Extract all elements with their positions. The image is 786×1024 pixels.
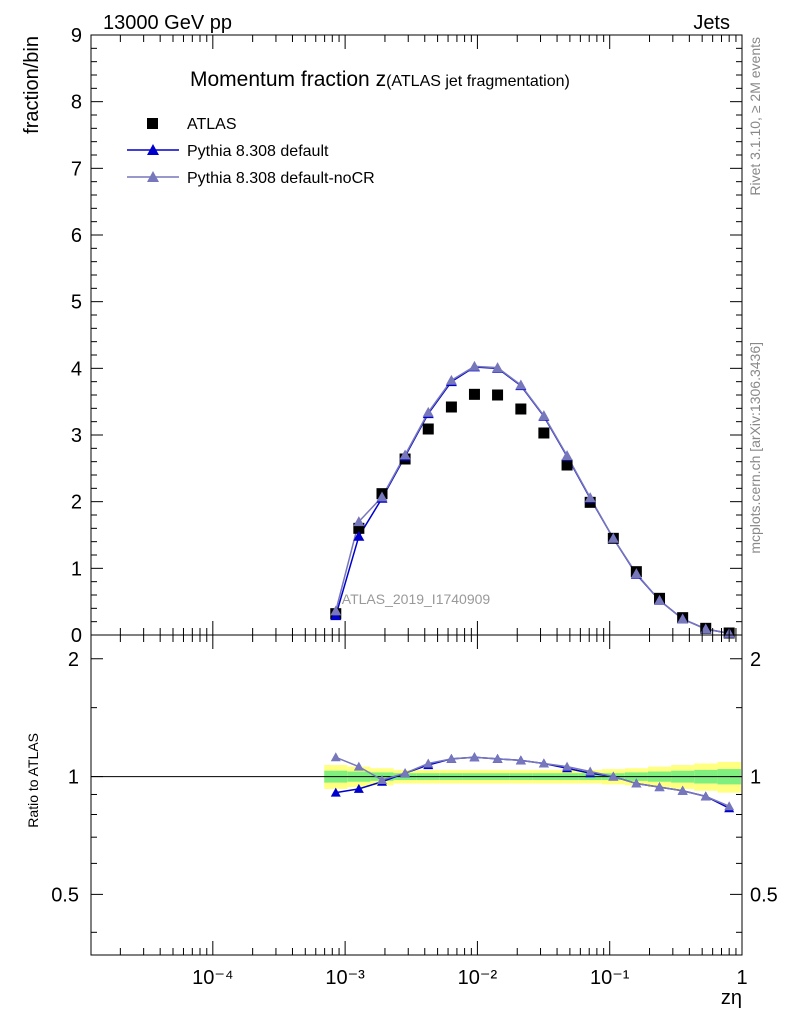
- ratio-point-1: [515, 755, 526, 765]
- data-point-atlas: [468, 388, 480, 400]
- ratio-point-1: [700, 791, 711, 801]
- ratio-y-tick-label-right: 1: [750, 767, 761, 789]
- chart-title: Momentum fraction z(ATLAS jet fragmentat…: [190, 68, 570, 91]
- ratio-point-1: [538, 758, 549, 768]
- chart-title-sub: (ATLAS jet fragmentation): [386, 73, 570, 90]
- ratio-y-tick-label-right: 0.5: [750, 884, 778, 906]
- ratio-point-1: [330, 752, 341, 762]
- ratio-point-1: [608, 771, 619, 781]
- data-point-2: [630, 568, 642, 579]
- rivet-label: Rivet 3.1.10, ≥ 2M events: [747, 37, 763, 196]
- ratio-point-1: [353, 761, 364, 771]
- energy-label: 13000 GeV pp: [103, 12, 232, 34]
- data-point-2: [677, 613, 689, 624]
- data-point-2: [700, 623, 712, 634]
- data-point-2: [538, 410, 550, 421]
- x-tick-label: 10⁻³: [325, 967, 365, 989]
- ratio-line-1: [335, 756, 730, 807]
- y-tick-label: 3: [71, 425, 82, 447]
- legend-label-atlas: ATLAS: [187, 116, 237, 133]
- ratio-panel-frame: [90, 634, 743, 956]
- ratio-point-0: [330, 787, 341, 797]
- ratio-y-tick-label: 1: [68, 767, 79, 789]
- ratio-point-1: [631, 778, 642, 788]
- ratio-y-tick-label: 2: [68, 649, 79, 671]
- data-point-atlas: [538, 427, 550, 439]
- y-tick-label: 2: [71, 492, 82, 514]
- ratio-point-1: [469, 752, 480, 762]
- data-point-atlas: [445, 401, 457, 413]
- data-point-2: [654, 594, 666, 605]
- ratio-point-1: [562, 761, 573, 771]
- data-point-2: [584, 492, 596, 503]
- ratio-point-1: [492, 753, 503, 763]
- data-point-2: [330, 605, 342, 616]
- y-tick-label: 7: [71, 158, 82, 180]
- x-axis-label: zη: [721, 987, 742, 1009]
- ratio-y-tick-label: 0.5: [51, 884, 79, 906]
- ratio-point-1: [677, 785, 688, 795]
- data-point-atlas: [353, 522, 365, 534]
- mcplots-label: mcplots.cern.ch [arXiv:1306.3436]: [747, 342, 763, 554]
- data-point-2: [561, 450, 573, 461]
- ratio-panel: 0.5 0.5 1 1 2 2: [51, 634, 778, 956]
- legend-marker-nocr: [147, 171, 159, 182]
- y-tick-label: 8: [71, 92, 82, 114]
- data-point-2: [492, 362, 504, 373]
- y-axis-label-top: fraction/bin: [21, 36, 43, 134]
- data-point-2: [399, 449, 411, 460]
- ratio-point-1: [423, 758, 434, 768]
- data-point-atlas: [422, 423, 434, 435]
- y-tick-label: 9: [71, 25, 82, 47]
- ratio-point-1: [400, 768, 411, 778]
- y-tick-label: 6: [71, 225, 82, 247]
- data-point-1: [353, 530, 365, 541]
- ratio-point-1: [585, 766, 596, 776]
- legend-label-default: Pythia 8.308 default: [187, 143, 329, 160]
- ratio-y-tick-label-right: 2: [750, 649, 761, 671]
- ratio-point-1: [724, 801, 735, 811]
- data-point-atlas: [515, 403, 527, 415]
- x-tick-label: 10⁻⁴: [192, 967, 233, 989]
- ratio-point-1: [446, 753, 457, 763]
- x-tick-label: 1: [736, 967, 747, 989]
- ratio-point-0: [353, 783, 364, 793]
- data-point-atlas: [492, 389, 504, 401]
- data-point-2: [353, 516, 365, 527]
- legend: ATLAS Pythia 8.308 default Pythia 8.308 …: [127, 116, 375, 187]
- data-point-atlas: [561, 459, 573, 471]
- x-tick-label: 10⁻²: [458, 967, 498, 989]
- ratio-point-1: [376, 774, 387, 784]
- data-point-2: [445, 374, 457, 385]
- legend-marker-atlas: [147, 118, 158, 129]
- data-point-2: [515, 379, 527, 390]
- legend-marker-default: [147, 144, 159, 155]
- y-tick-label: 5: [71, 292, 82, 314]
- data-point-2: [422, 406, 434, 417]
- data-point-2: [376, 491, 388, 502]
- x-tick-label: 10⁻¹: [590, 967, 630, 989]
- top-panel: 0 1 2 3 4 5 6 7 8 9 Momentum fraction z(ATLAS jet…: [71, 25, 743, 647]
- y-tick-label: 1: [71, 558, 82, 580]
- chart-title-main: Momentum fraction z: [190, 68, 386, 91]
- legend-label-nocr: Pythia 8.308 default-noCR: [187, 170, 375, 187]
- ratio-point-1: [654, 782, 665, 792]
- analysis-watermark: ATLAS_2019_I1740909: [342, 591, 491, 607]
- y-axis-label-bottom: Ratio to ATLAS: [25, 733, 41, 828]
- y-tick-label: 4: [71, 358, 82, 380]
- process-label: Jets: [693, 12, 730, 34]
- data-point-2: [468, 360, 480, 371]
- y-tick-label: 0: [71, 625, 82, 647]
- data-point-2: [607, 532, 619, 543]
